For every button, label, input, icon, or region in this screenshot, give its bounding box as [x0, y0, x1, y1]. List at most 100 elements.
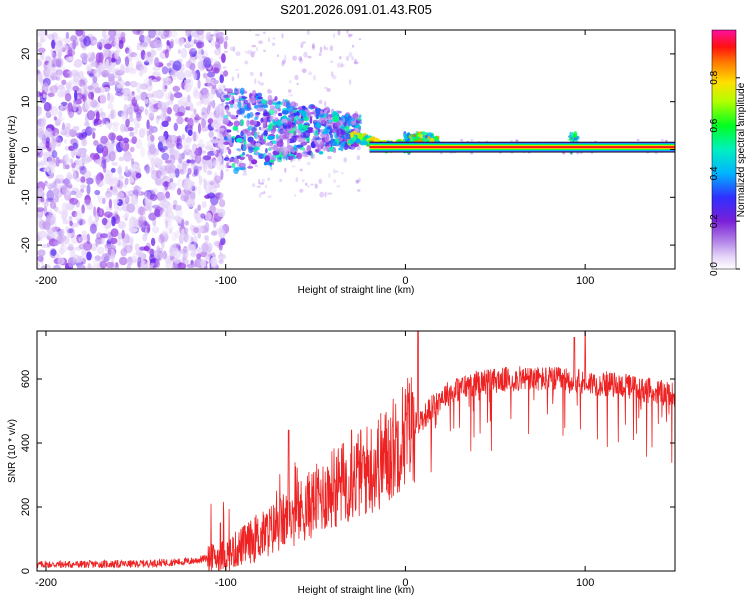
spectrogram-cell [258, 40, 263, 44]
spectrogram-cell [151, 90, 159, 99]
spectrogram-cell [204, 82, 213, 87]
spectrogram-cell [176, 178, 185, 189]
spectrogram-cell [263, 130, 268, 137]
spectrogram-cell [179, 168, 185, 175]
spectrogram-cell [214, 110, 217, 116]
spectrogram-cell [121, 229, 125, 239]
spectrogram-cell [235, 137, 243, 143]
spectrogram-cell [37, 207, 45, 212]
spectrogram-cell [267, 177, 270, 181]
spectrogram-cell [299, 57, 302, 62]
spectrogram-cell [255, 137, 261, 141]
spectrogram-cell [270, 115, 274, 122]
spectrogram-cell [165, 191, 171, 199]
spectrogram-cell [104, 190, 113, 198]
spectrogram-cell [257, 96, 263, 100]
colorbar-tick-label: 0.2 [709, 214, 720, 228]
spectrogram-cell [79, 218, 83, 226]
spectrogram-cell [173, 92, 183, 99]
spectrogram-cell [70, 190, 77, 196]
spectrogram-cell [56, 118, 62, 124]
spectrogram-cell [204, 221, 210, 233]
spectrogram-cell [62, 122, 65, 131]
spectrogram-cell [291, 122, 295, 126]
spectrogram-y-tick-label: -20 [20, 237, 32, 253]
spectrogram-cell [302, 110, 307, 118]
spectrogram-cell [255, 150, 259, 156]
spectrogram-cell [304, 119, 310, 123]
spectrogram-cell [278, 135, 285, 141]
spectrogram-cell [325, 107, 329, 112]
spectrogram-cell [136, 30, 144, 36]
spectrogram-cell [39, 161, 47, 166]
spectrogram-cell [140, 260, 148, 269]
spectrogram-cell [317, 139, 323, 146]
spectrogram-cell [225, 107, 229, 114]
spectrogram-cell [155, 259, 161, 268]
spectrogram-cell [207, 180, 215, 190]
spectrogram-cell [278, 112, 283, 117]
spectrogram-cell [213, 149, 217, 155]
spectrogram-cell [243, 88, 246, 91]
spectrogram-cell [223, 84, 226, 89]
spectrogram-cell [48, 209, 53, 216]
spectrogram-cell [361, 140, 368, 144]
spectrogram-cell [241, 113, 247, 118]
spectrogram-cell [107, 231, 111, 242]
spectrogram-cell [226, 158, 229, 163]
spectrogram-cell [249, 71, 254, 77]
spectrogram-cell [258, 178, 261, 185]
spectrogram-cell [107, 92, 111, 102]
spectrogram-cell [42, 152, 51, 158]
spectrogram-cell [107, 247, 112, 255]
spectrogram-cell [236, 107, 240, 110]
spectrogram-cell [337, 62, 342, 68]
spectrogram-cell [67, 243, 74, 251]
spectrogram-cell [112, 124, 119, 132]
spectrogram-cell [233, 167, 239, 175]
spectrogram-cell [227, 148, 232, 155]
spectrogram-cell [37, 105, 43, 116]
spectrogram-cell [72, 254, 81, 264]
spectrogram-cell [153, 127, 157, 133]
spectrogram-cell [189, 49, 193, 57]
spectrogram-cell [568, 138, 574, 141]
spectrogram-cell [269, 100, 274, 105]
spectrogram-cell [303, 148, 307, 153]
spectrogram-cell [214, 106, 221, 115]
spectrogram-cell [315, 107, 322, 115]
spectrogram-cell [43, 205, 48, 216]
snr-x-tick-label: 0 [402, 577, 408, 589]
spectrogram-cell [245, 106, 251, 112]
spectrogram-cell [167, 99, 174, 105]
spectrogram-cell [105, 193, 111, 200]
spectrogram-cell [293, 194, 297, 197]
spectrogram-cell [121, 112, 128, 120]
spectrogram-cell [299, 146, 305, 151]
spectrogram-cell [236, 155, 241, 159]
spectrogram-cell [149, 112, 155, 121]
spectrogram-cell [107, 102, 114, 110]
spectrogram-cell [297, 118, 305, 121]
spectrogram-cell [197, 247, 202, 254]
spectrogram-cell [356, 146, 361, 151]
spectrogram-cell [259, 182, 265, 185]
spectrogram-cell [238, 107, 245, 115]
spectrogram-cell [117, 167, 122, 175]
spectrogram-cell [173, 257, 181, 264]
spectrogram-cell [46, 189, 55, 201]
spectrogram-cell [231, 137, 235, 144]
spectrogram-cell [291, 135, 297, 143]
spectrogram-cell [208, 105, 212, 111]
spectrogram-cell [100, 111, 106, 119]
spectrogram-cell [249, 97, 257, 104]
spectrogram-cell [132, 30, 141, 35]
spectrogram-cell [177, 188, 182, 196]
spectrogram-cell [124, 195, 130, 205]
spectrogram-cell [166, 205, 172, 213]
spectrogram-cell [334, 170, 339, 173]
spectrogram-cell [283, 119, 288, 126]
spectrogram-cell [110, 228, 119, 238]
spectrogram-cell [222, 121, 228, 125]
spectrogram-cell [84, 156, 93, 163]
